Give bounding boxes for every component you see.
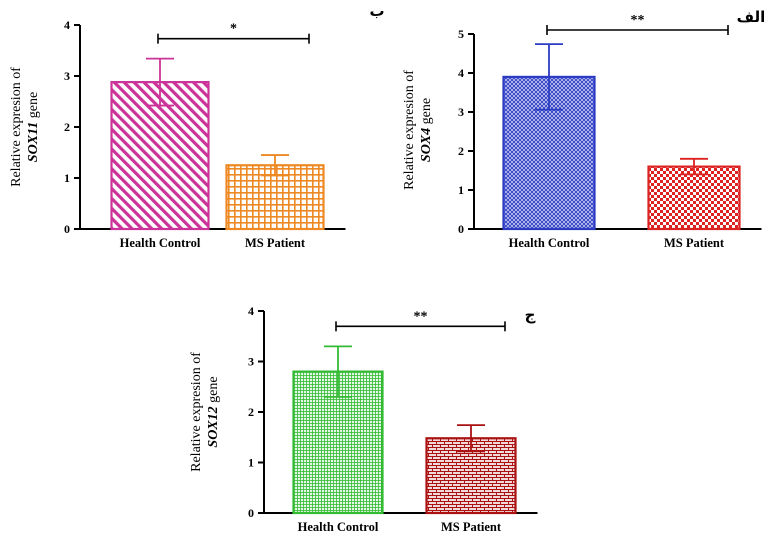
y-tick-label: 1 [248, 456, 254, 470]
y-axis-label-line1: Relative expresion of [189, 352, 204, 472]
gene-suffix: gene [419, 98, 434, 128]
chart-panel-1: 0 1 2 3 4 Health Control MS Patient * ب Relative … [9, 2, 385, 250]
y-axis-label-line1: Relative expresion of [402, 70, 417, 190]
x-tick-label: MS Patient [441, 520, 502, 534]
y-tick-label: 2 [458, 144, 464, 158]
y-tick-label: 3 [64, 69, 70, 83]
y-tick-label: 3 [248, 355, 254, 369]
y-tick-label: 5 [458, 27, 464, 41]
panel-letter: ج [525, 306, 536, 324]
panel-letter: ب [369, 2, 384, 20]
y-tick-label: 3 [458, 105, 464, 119]
x-tick-label: MS Patient [245, 236, 306, 250]
y-axis-label-line2: SOX12 gene [206, 376, 221, 447]
bar-ms-patient [647, 165, 741, 231]
significance-label: ** [631, 13, 645, 28]
x-tick-label: Health Control [120, 236, 201, 250]
y-axis-label-line2: SOX11 gene [26, 92, 41, 162]
y-tick-label: 2 [248, 405, 254, 419]
y-tick-label: 0 [64, 222, 70, 236]
y-axis-label-line2: SOX4 gene [419, 98, 434, 162]
x-tick-label: MS Patient [664, 236, 725, 250]
y-tick-label: 1 [458, 183, 464, 197]
y-tick-label: 2 [64, 120, 70, 134]
y-tick-label: 1 [64, 171, 70, 185]
gene-name: SOX12 [206, 406, 221, 447]
chart-panel-2: 0 1 2 3 4 5 Health Control MS Patient ** الف Relat… [402, 8, 765, 250]
y-tick-label: 4 [248, 304, 254, 318]
panel-letter: الف [737, 8, 766, 26]
y-tick-label: 4 [64, 18, 70, 32]
y-tick-label: 4 [458, 66, 464, 80]
significance-label: ** [414, 309, 428, 324]
significance-label: * [230, 22, 237, 37]
gene-suffix: gene [206, 376, 221, 406]
bar-health-control [110, 81, 210, 231]
y-tick-label: 0 [248, 506, 254, 520]
gene-name: SOX11 [26, 122, 41, 162]
x-tick-label: Health Control [298, 520, 379, 534]
gene-name: SOX4 [419, 128, 434, 162]
y-tick-label: 0 [458, 222, 464, 236]
y-axis-label-line1: Relative expresion of [9, 67, 24, 187]
x-tick-label: Health Control [509, 236, 590, 250]
gene-suffix: gene [26, 92, 41, 122]
chart-panel-3: 0 1 2 3 4 Health Control MS Patient ** ج Relative… [189, 304, 538, 534]
